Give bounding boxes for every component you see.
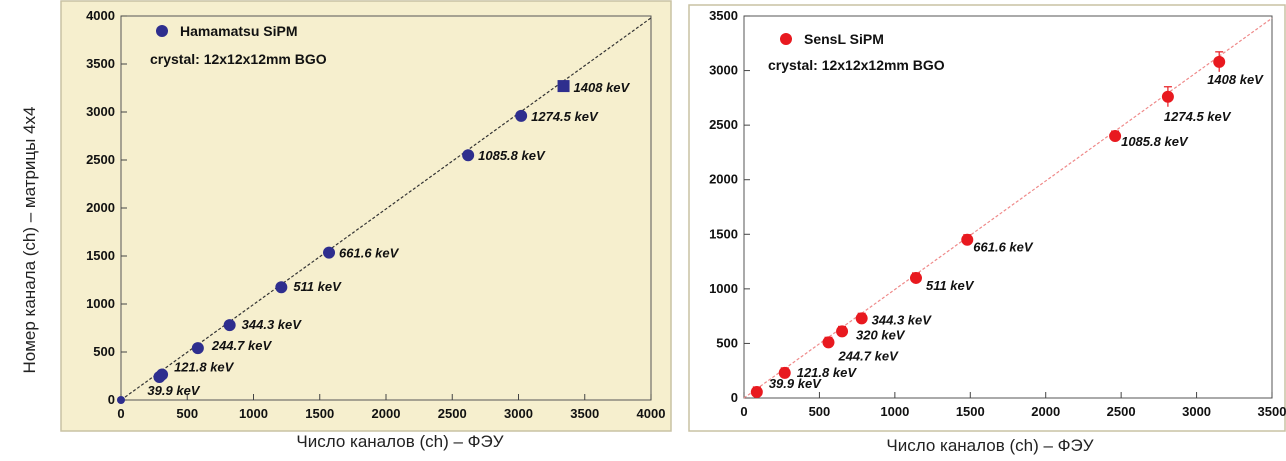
x-axis-label-sensl: Число каналов (ch) – ФЭУ bbox=[886, 436, 1094, 455]
y-tick-label: 2000 bbox=[86, 200, 115, 215]
data-label: 661.6 keV bbox=[973, 240, 1034, 255]
x-tick-label: 500 bbox=[176, 406, 198, 421]
y-tick-label: 3500 bbox=[86, 56, 115, 71]
plot-frame bbox=[743, 15, 1273, 399]
x-tick-label: 2000 bbox=[1031, 404, 1060, 419]
fit-line bbox=[120, 17, 652, 401]
data-label: 39.9 keV bbox=[769, 376, 822, 391]
chart-hamamatsu: 0 500 1000 1500 2000 2500 3000 3500 4000 0 500 1000… bbox=[60, 0, 672, 432]
y-tick-label: 2500 bbox=[86, 152, 115, 167]
data-label: 344.3 keV bbox=[242, 317, 303, 332]
data-label: 244.7 keV bbox=[837, 348, 899, 363]
data-label: 320 keV bbox=[856, 327, 906, 342]
legend-marker bbox=[156, 25, 168, 37]
y-tick-label: 0 bbox=[731, 390, 738, 405]
data-point bbox=[778, 366, 791, 379]
y-tick-label: 4000 bbox=[86, 8, 115, 23]
data-label: 661.6 keV bbox=[339, 246, 400, 261]
y-tick-label: 3000 bbox=[86, 104, 115, 119]
legend-label: SensL SiPM bbox=[804, 31, 884, 47]
data-point bbox=[557, 80, 570, 93]
y-tick-label: 1500 bbox=[86, 248, 115, 263]
y-tick-label: 1000 bbox=[86, 296, 115, 311]
x-tick-label: 3500 bbox=[570, 406, 599, 421]
data-point bbox=[275, 281, 288, 294]
data-label: 1274.5 keV bbox=[1164, 109, 1232, 124]
x-tick-label: 2000 bbox=[372, 406, 401, 421]
data-point bbox=[836, 325, 849, 338]
x-tick-label: 1000 bbox=[239, 406, 268, 421]
data-point bbox=[961, 233, 974, 246]
y-tick-label: 3000 bbox=[709, 63, 738, 78]
chart-sensl: 0 500 1000 1500 2000 2500 3000 3500 0 500 1000 1500… bbox=[688, 4, 1286, 432]
data-label: 1085.8 keV bbox=[1121, 134, 1189, 149]
data-point bbox=[1161, 90, 1174, 103]
x-tick-label: 0 bbox=[740, 404, 747, 419]
chart-subtitle: crystal: 12x12x12mm BGO bbox=[768, 57, 945, 73]
x-tick-label: 4000 bbox=[637, 406, 666, 421]
data-point bbox=[156, 368, 169, 381]
data-point bbox=[909, 271, 922, 284]
x-tick-label: 0 bbox=[117, 406, 124, 421]
data-label: 1085.8 keV bbox=[478, 148, 546, 163]
y-tick-label: 3500 bbox=[709, 8, 738, 23]
y-axis-label: Номер канала (ch) – матрицы 4х4 bbox=[20, 106, 39, 374]
x-tick-label: 2500 bbox=[438, 406, 467, 421]
data-label: 511 keV bbox=[293, 279, 342, 294]
x-tick-label: 1500 bbox=[305, 406, 334, 421]
y-tick-label: 500 bbox=[716, 335, 738, 350]
x-tick-label: 2500 bbox=[1107, 404, 1136, 419]
data-label: 121.8 keV bbox=[174, 360, 235, 375]
data-point bbox=[515, 109, 528, 122]
x-tick-label: 3500 bbox=[1258, 404, 1286, 419]
x-tick-label: 1000 bbox=[880, 404, 909, 419]
data-label: 39.9 keV bbox=[147, 383, 200, 398]
legend-label: Hamamatsu SiPM bbox=[180, 23, 297, 39]
data-point bbox=[1213, 55, 1226, 68]
data-label: 121.8 keV bbox=[797, 365, 858, 380]
y-tick-label: 500 bbox=[93, 344, 115, 359]
legend-marker bbox=[780, 33, 792, 45]
data-point bbox=[191, 342, 204, 355]
y-tick-label: 2000 bbox=[709, 172, 738, 187]
data-point bbox=[822, 336, 835, 349]
x-tick-label: 500 bbox=[809, 404, 831, 419]
panel-background bbox=[688, 4, 1286, 432]
data-label: 1408 keV bbox=[574, 80, 631, 95]
data-label: 244.7 keV bbox=[211, 338, 273, 353]
data-point bbox=[462, 149, 475, 162]
y-tick-label: 2500 bbox=[709, 117, 738, 132]
fit-line bbox=[743, 17, 1273, 399]
y-tick-label: 0 bbox=[108, 392, 115, 407]
data-label: 344.3 keV bbox=[872, 312, 933, 327]
data-point bbox=[117, 396, 125, 404]
x-tick-label: 3000 bbox=[504, 406, 533, 421]
data-point bbox=[750, 385, 763, 398]
data-point bbox=[223, 319, 236, 332]
data-point bbox=[1109, 130, 1122, 143]
data-label: 511 keV bbox=[926, 278, 975, 293]
data-label: 1408 keV bbox=[1207, 72, 1264, 87]
x-tick-label: 1500 bbox=[956, 404, 985, 419]
data-point bbox=[323, 246, 336, 259]
chart-subtitle: crystal: 12x12x12mm BGO bbox=[150, 51, 327, 67]
x-axis-label-hamamatsu: Число каналов (ch) – ФЭУ bbox=[296, 432, 504, 451]
panel-background bbox=[60, 0, 672, 432]
data-label: 1274.5 keV bbox=[531, 109, 599, 124]
y-tick-label: 1500 bbox=[709, 226, 738, 241]
y-tick-label: 1000 bbox=[709, 281, 738, 296]
x-tick-label: 3000 bbox=[1182, 404, 1211, 419]
data-point bbox=[855, 312, 868, 325]
